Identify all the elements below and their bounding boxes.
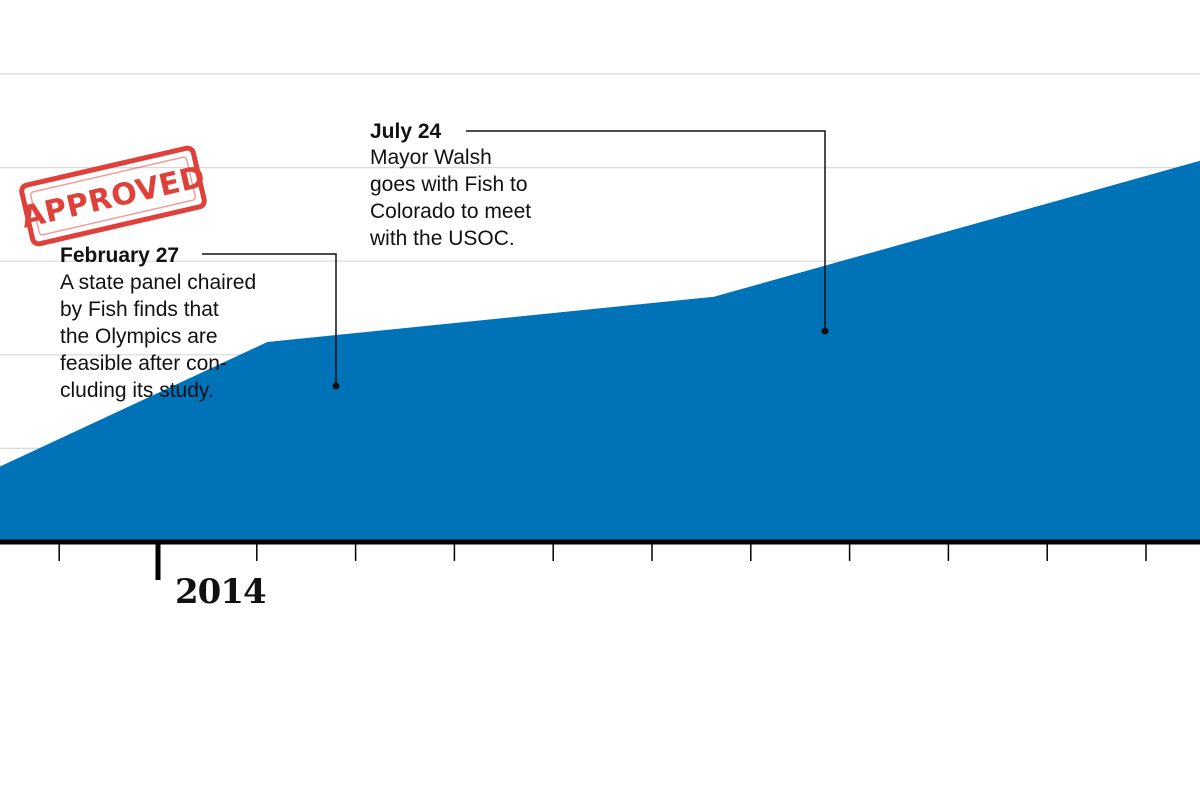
annotation-text: Mayor Walsh goes with Fish to Colorado t… [369, 146, 537, 250]
annotation-line: A state panel chaired [60, 271, 256, 294]
annotation-text: A state panel chaired by Fish finds that… [60, 271, 262, 402]
x-axis-ticks [58, 542, 1147, 561]
leader-line [202, 253, 337, 386]
annotation-line: goes with Fish to [370, 173, 528, 196]
annotation-jul24: July 24 Mayor Walsh goes with Fish to Co… [369, 120, 829, 335]
annotation-line: by Fish finds that [60, 298, 219, 321]
annotation-point [821, 327, 829, 335]
annotation-line: the Olympics are [60, 325, 218, 348]
annotation-line: Colorado to meet [370, 200, 531, 223]
annotation-line: cluding its study. [60, 379, 214, 402]
area-series [0, 160, 1200, 543]
approved-stamp: APPROVED [18, 145, 209, 247]
annotation-line: feasible after con- [60, 352, 227, 375]
leader-line [466, 130, 826, 331]
annotation-line: with the USOC. [369, 227, 515, 250]
annotation-line: Mayor Walsh [370, 146, 492, 169]
year-label: 2014 [175, 572, 266, 612]
annotation-point [332, 382, 340, 390]
annotation-date: February 27 [60, 244, 179, 267]
annotation-date: July 24 [370, 120, 442, 143]
annotation-feb27: February 27 A state panel chaired by Fis… [60, 244, 340, 402]
